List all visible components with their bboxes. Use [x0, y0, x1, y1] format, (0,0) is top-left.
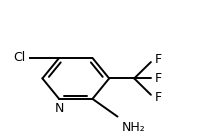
- Text: NH₂: NH₂: [122, 121, 146, 134]
- Text: F: F: [155, 91, 162, 104]
- Text: N: N: [54, 102, 64, 115]
- Text: F: F: [155, 53, 162, 66]
- Text: F: F: [155, 72, 162, 85]
- Text: Cl: Cl: [13, 51, 26, 64]
